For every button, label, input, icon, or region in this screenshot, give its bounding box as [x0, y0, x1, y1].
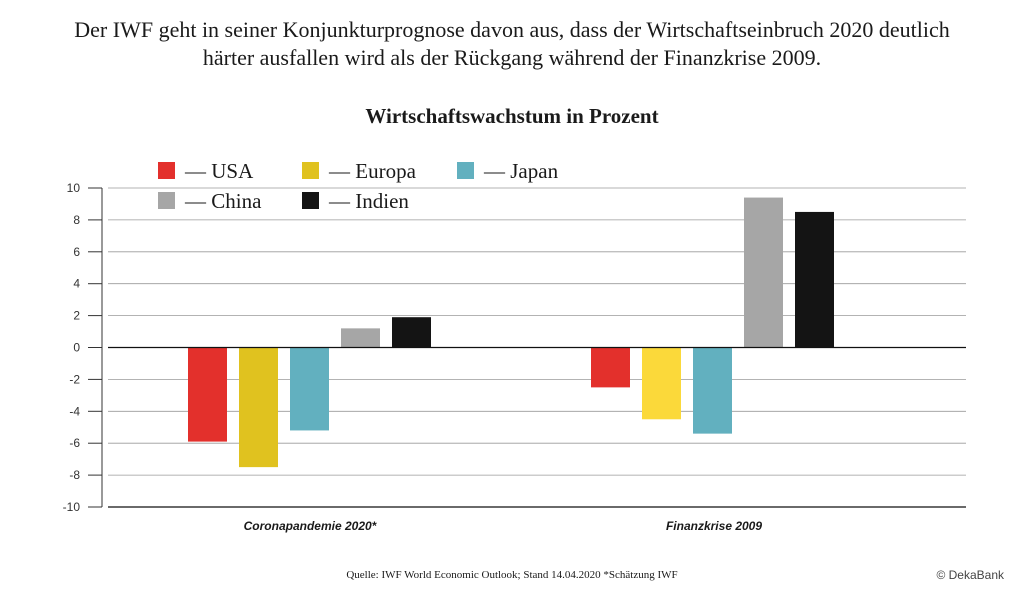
- bar-usa-2020: [188, 347, 227, 442]
- y-tick-label: 0: [73, 341, 80, 355]
- bar-china-2020: [341, 328, 380, 348]
- copyright: © DekaBank: [936, 568, 1004, 582]
- category-labels: Coronapandemie 2020* Finanzkrise 2009: [244, 519, 763, 533]
- y-tick-label: -2: [69, 372, 80, 386]
- bar-japan-2020: [290, 347, 329, 431]
- legend-label-usa: — USA: [184, 159, 254, 183]
- y-tick-label: 4: [73, 277, 80, 291]
- y-tick-label: -8: [69, 468, 80, 482]
- y-tick-label: -10: [63, 500, 81, 514]
- bar-europa-2020: [239, 347, 278, 468]
- bar-china-2009: [744, 197, 783, 348]
- legend-swatch-indien: [302, 192, 319, 209]
- bar-indien-2009: [795, 211, 834, 348]
- intro-text: Der IWF geht in seiner Konjunkturprognos…: [20, 16, 1004, 72]
- bar-indien-2020: [392, 317, 431, 348]
- legend-swatch-usa: [158, 162, 175, 179]
- bar-usa-2009: [591, 347, 630, 388]
- y-tick-label: -4: [69, 404, 80, 418]
- y-axis: 10 8 6 4 2 0 -2 -4 -6 -8 -10: [63, 181, 103, 514]
- chart-title: Wirtschaftswachstum in Prozent: [365, 104, 659, 128]
- y-tick-label: -6: [69, 436, 80, 450]
- bar-japan-2009: [693, 347, 732, 434]
- y-tick-label: 10: [67, 181, 81, 195]
- intro-line-1: Der IWF geht in seiner Konjunkturprognos…: [74, 17, 950, 42]
- legend-swatch-japan: [457, 162, 474, 179]
- category-label: Coronapandemie 2020*: [244, 519, 378, 533]
- zero-line: [108, 346, 966, 508]
- bars: [188, 197, 834, 468]
- legend-label-japan: — Japan: [483, 159, 559, 183]
- y-tick-label: 6: [73, 245, 80, 259]
- source-note: Quelle: IWF World Economic Outlook; Stan…: [346, 569, 678, 581]
- legend-label-europa: — Europa: [328, 159, 417, 183]
- legend: — USA — Europa — Japan — China — Indien: [158, 159, 559, 213]
- legend-swatch-china: [158, 192, 175, 209]
- y-tick-label: 8: [73, 213, 80, 227]
- legend-label-china: — China: [184, 189, 262, 213]
- legend-swatch-europa: [302, 162, 319, 179]
- y-tick-label: 2: [73, 309, 80, 323]
- intro-line-2: härter ausfallen wird als der Rückgang w…: [202, 45, 822, 70]
- bar-europa-2009: [642, 347, 681, 420]
- legend-label-indien: — Indien: [328, 189, 409, 213]
- category-label: Finanzkrise 2009: [666, 519, 762, 533]
